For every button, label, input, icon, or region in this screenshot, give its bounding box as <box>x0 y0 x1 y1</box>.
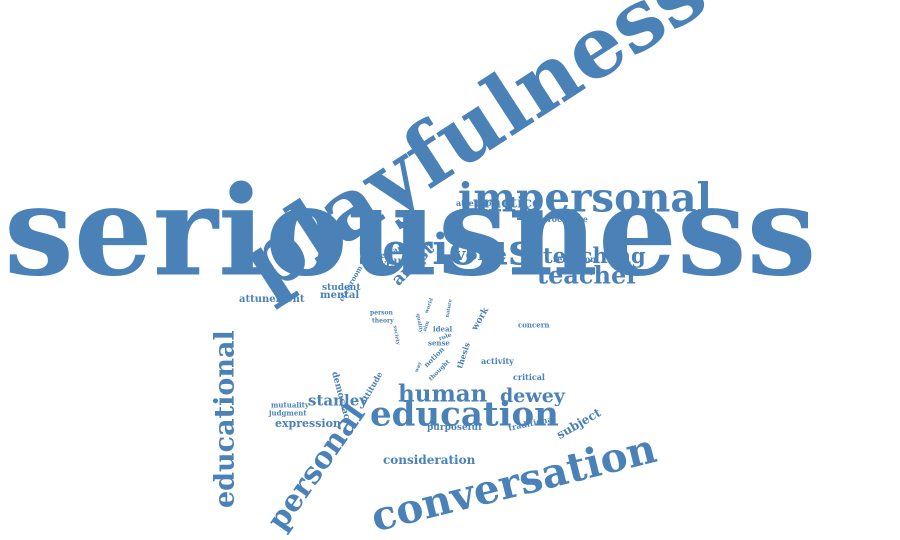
word-reflection: reflection <box>553 253 596 264</box>
word-attention: attention <box>456 197 498 208</box>
word-stanley: stanley <box>308 391 368 410</box>
word-subject: subject <box>554 405 604 442</box>
word-theory: theory <box>372 317 394 325</box>
word-serious: serious <box>358 225 533 276</box>
word-society: society <box>391 325 401 346</box>
word-dewey: dewey <box>500 384 565 407</box>
word-human: human <box>398 380 488 408</box>
word-teacher: teacher <box>537 260 639 290</box>
word-thesis: thesis <box>454 341 472 370</box>
word-mental: mental <box>320 290 360 301</box>
word-teaching: teaching <box>543 243 646 269</box>
word-conversation: conversation <box>366 424 661 540</box>
word-aim: aim <box>421 320 432 333</box>
word-procedure: procedure <box>542 213 588 224</box>
word-quality: quality <box>414 313 424 334</box>
word-judgment: judgment <box>269 408 307 418</box>
word-education: education <box>370 394 559 435</box>
word-critical: critical <box>513 371 545 382</box>
word-person: person <box>370 309 393 317</box>
word-ideal: ideal <box>433 324 453 334</box>
word-practice: practice <box>473 193 542 212</box>
word-concern: concern <box>518 320 550 330</box>
word-activity: activity <box>481 355 514 366</box>
word-expression: expression <box>275 417 341 431</box>
word-impersonal: impersonal <box>458 173 712 222</box>
word-cavell: cavell <box>366 257 402 271</box>
word-work: work <box>470 306 492 333</box>
word-purposeful: purposeful <box>427 422 482 433</box>
word-sense: sense <box>428 338 450 348</box>
word-educational: educational <box>209 330 241 508</box>
word-nature: nature <box>444 298 454 319</box>
word-consideration: consideration <box>383 453 476 468</box>
word-voice: voice <box>455 243 507 265</box>
word-mutuality: mutuality <box>271 400 309 410</box>
word-student: student <box>322 282 361 293</box>
word-attunement: attunement <box>239 294 305 305</box>
word-way: way <box>413 361 424 374</box>
word-seriousness: seriousness <box>4 159 817 305</box>
